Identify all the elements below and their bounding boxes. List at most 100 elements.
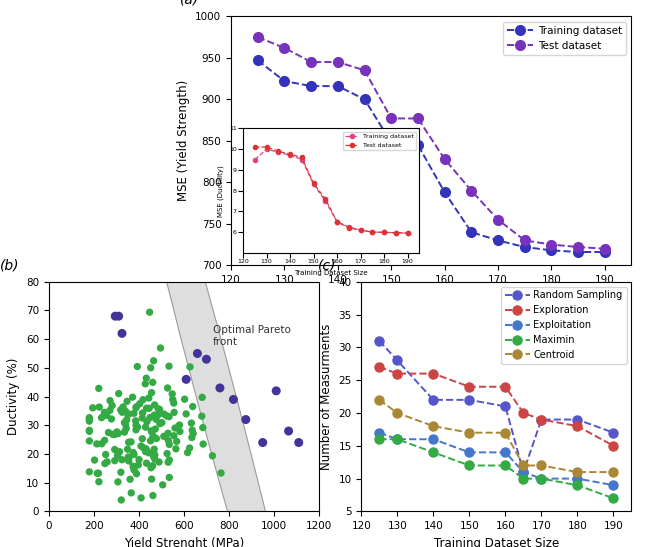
Point [136, 442, 146, 451]
Point [84, 468, 94, 476]
Legend: Random Sampling, Exploration, Exploitation, Maximin, Centroid: Random Sampling, Exploration, Exploitati… [501, 287, 627, 364]
Point [122, 397, 132, 406]
Point [187, 426, 197, 434]
Y-axis label: Ductivity (%): Ductivity (%) [7, 358, 20, 435]
Point [184, 444, 195, 452]
Point [137, 434, 148, 443]
Point [167, 395, 178, 404]
Point [187, 433, 197, 442]
Maximin [465, 462, 473, 469]
Point [186, 419, 197, 428]
Point [294, 438, 304, 447]
Point [141, 374, 152, 382]
Point [156, 344, 166, 352]
Point [123, 452, 133, 461]
Point [120, 407, 131, 416]
Maximin [519, 475, 527, 482]
Point [150, 400, 160, 409]
Point [150, 455, 160, 463]
Point [132, 469, 142, 478]
Point [132, 423, 143, 432]
Point [148, 452, 159, 461]
Point [158, 480, 168, 489]
Random Sampling [519, 469, 527, 475]
Point [169, 399, 179, 408]
Training dataset [281, 78, 288, 84]
Point [162, 449, 173, 458]
Point [229, 395, 239, 404]
Point [164, 440, 174, 449]
Point [129, 450, 139, 459]
Training dataset [414, 142, 422, 148]
Point [163, 429, 173, 438]
Training dataset [494, 237, 502, 244]
Exploitation [609, 482, 617, 488]
Point [146, 388, 157, 397]
Point [149, 445, 159, 453]
Point [145, 363, 156, 372]
Y-axis label: MSE (Yield Strength): MSE (Yield Strength) [176, 80, 189, 201]
Test dataset [494, 217, 502, 223]
Maximin [538, 475, 546, 482]
Point [96, 414, 107, 422]
Point [113, 478, 123, 486]
Training dataset [307, 83, 315, 89]
Point [120, 420, 131, 429]
Point [100, 459, 110, 468]
X-axis label: Training Dataset Size: Training Dataset Size [368, 290, 494, 304]
Point [146, 475, 157, 484]
Point [124, 410, 134, 418]
Point [164, 362, 174, 370]
Point [125, 475, 135, 484]
Point [136, 493, 146, 502]
Point [169, 432, 179, 440]
Point [164, 473, 174, 482]
Point [94, 403, 104, 411]
Random Sampling [609, 429, 617, 436]
Point [153, 410, 163, 419]
Exploration [376, 364, 383, 370]
Point [185, 363, 195, 371]
Test dataset [574, 244, 582, 251]
Point [170, 423, 180, 432]
Point [109, 430, 120, 439]
Point [117, 456, 127, 464]
Point [135, 399, 145, 408]
Point [159, 432, 169, 441]
Maximin [393, 436, 401, 443]
Point [174, 427, 185, 436]
Centroid [501, 429, 509, 436]
Point [161, 411, 172, 420]
Point [93, 469, 104, 478]
Point [109, 456, 120, 465]
Point [197, 393, 208, 401]
Point [180, 395, 190, 404]
Point [92, 439, 102, 448]
Point [107, 430, 118, 439]
Test dataset [601, 246, 609, 252]
Line: Maximin: Maximin [375, 435, 618, 503]
Point [144, 404, 154, 412]
Point [129, 465, 139, 474]
Exploitation [376, 429, 383, 436]
Point [283, 427, 294, 435]
Point [271, 386, 281, 395]
Point [148, 452, 159, 461]
Text: (a): (a) [180, 0, 199, 7]
Point [84, 414, 94, 423]
Text: Optimal Pareto
front: Optimal Pareto front [213, 325, 291, 347]
Point [138, 395, 148, 404]
Test dataset [547, 241, 555, 248]
Point [171, 437, 182, 446]
Point [150, 424, 160, 433]
Centroid [430, 423, 437, 429]
Point [84, 417, 94, 426]
X-axis label: Training Dataset Size: Training Dataset Size [434, 537, 559, 547]
Point [128, 448, 139, 457]
Point [133, 461, 143, 469]
Point [154, 405, 165, 414]
Point [99, 408, 109, 417]
Point [148, 378, 158, 387]
Point [134, 455, 145, 464]
Exploration [393, 370, 401, 377]
